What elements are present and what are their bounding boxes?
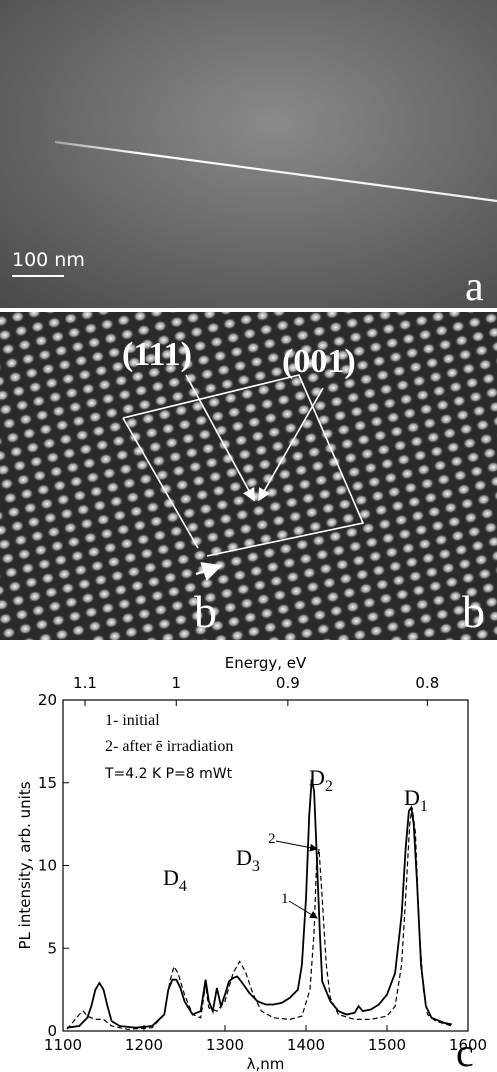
peak-label-sub: 4 bbox=[179, 878, 187, 895]
peak-label-main: D bbox=[163, 865, 179, 890]
panel-label: b bbox=[462, 586, 485, 637]
series-line bbox=[66, 807, 452, 1030]
x2-tick-label: 1.1 bbox=[73, 674, 97, 692]
y-axis-label: PL intensity, arb. units bbox=[16, 781, 34, 949]
peak-label-sub: 1 bbox=[420, 798, 428, 815]
x-tick-label: 1600 bbox=[449, 1036, 487, 1054]
x-tick-label: 1500 bbox=[368, 1036, 406, 1054]
tem-image bbox=[0, 0, 497, 308]
x-tick-label: 1400 bbox=[287, 1036, 325, 1054]
peak-label-main: D bbox=[236, 845, 252, 870]
peak-label: D4 bbox=[163, 865, 187, 895]
direction-label: (001) bbox=[282, 343, 356, 380]
x2-axis-label: Energy, eV bbox=[225, 654, 307, 672]
curve-arrow bbox=[275, 840, 318, 852]
x-tick-label: 1100 bbox=[44, 1036, 82, 1054]
panel-label: c bbox=[456, 1030, 474, 1072]
unit-cell-box bbox=[122, 374, 365, 557]
curve-arrow bbox=[288, 900, 318, 919]
vector-label: b bbox=[194, 586, 217, 637]
peak-label: D3 bbox=[236, 845, 260, 875]
x-tick-label: 1300 bbox=[206, 1036, 244, 1054]
y-tick-label: 15 bbox=[38, 774, 57, 792]
hrtem-image bbox=[0, 312, 497, 640]
peak-label: D1 bbox=[404, 785, 428, 815]
y-tick-label: 5 bbox=[47, 939, 57, 957]
x2-tick-label: 0.8 bbox=[415, 674, 439, 692]
scale-label: 100 nm bbox=[12, 249, 85, 271]
arrow bbox=[185, 374, 255, 502]
x-axis-label: λ,nm bbox=[247, 1055, 285, 1072]
arrow bbox=[258, 387, 324, 502]
legend-entry: 2- after ē irradiation bbox=[105, 738, 233, 755]
y-tick-label: 20 bbox=[38, 691, 57, 709]
y-tick-label: 10 bbox=[38, 857, 57, 875]
peak-label-main: D bbox=[309, 765, 325, 790]
x-tick-label: 1200 bbox=[125, 1036, 163, 1054]
y-tick-label: 0 bbox=[47, 1022, 57, 1040]
peak-label-sub: 3 bbox=[252, 858, 260, 875]
arrow bbox=[195, 562, 223, 582]
panel-label: a bbox=[465, 264, 484, 310]
series-line bbox=[66, 779, 452, 1029]
curve-label: 1 bbox=[281, 891, 289, 907]
peak-label-sub: 2 bbox=[325, 778, 333, 795]
nanowire bbox=[54, 140, 497, 203]
direction-label: (111) bbox=[122, 336, 192, 373]
curve-label: 2 bbox=[268, 831, 276, 847]
condition-note: T=4.2 K P=8 mWt bbox=[104, 766, 233, 782]
peak-label: D2 bbox=[309, 765, 333, 795]
legend-entry: 1- initial bbox=[105, 712, 160, 729]
x2-tick-label: 1 bbox=[171, 674, 181, 692]
x2-tick-label: 0.9 bbox=[276, 674, 300, 692]
peak-label-main: D bbox=[404, 785, 420, 810]
